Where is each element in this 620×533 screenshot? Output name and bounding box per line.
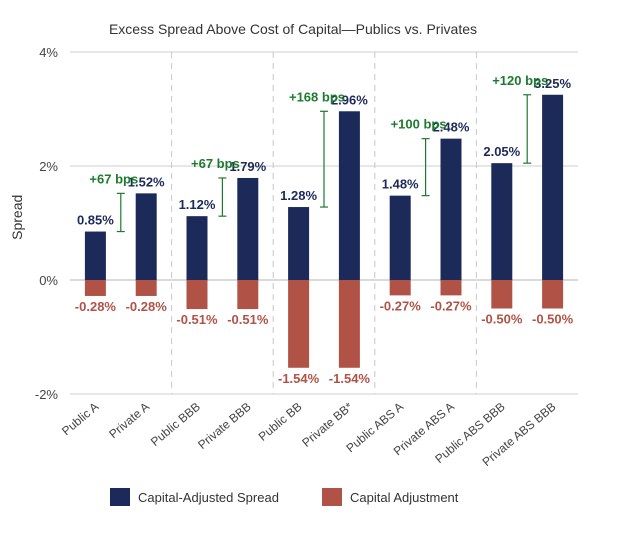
- bars-layer: [84, 94, 564, 368]
- adjustment-data-label: -0.50%: [532, 312, 574, 327]
- x-tick-label: Private BBB: [195, 400, 254, 452]
- y-tick-label: 4%: [39, 45, 58, 60]
- spread-bar: [542, 94, 564, 280]
- spread-bar: [288, 207, 310, 280]
- spread-bar: [84, 231, 106, 280]
- y-axis-label: Spread: [9, 195, 25, 240]
- adjustment-bar: [338, 280, 360, 368]
- labels-layer: 0.85% -0.28% 1.52% -0.28% 1.12% -0.51% 1.79% -0…: [75, 73, 574, 386]
- spread-bar: [338, 111, 360, 280]
- adjustment-data-label: -1.54%: [278, 371, 320, 386]
- adjustment-data-label: -0.51%: [227, 312, 269, 327]
- adjustment-data-label: -0.28%: [126, 299, 168, 314]
- y-tick-label: 2%: [39, 159, 58, 174]
- spread-data-label: 1.79%: [229, 159, 266, 174]
- adjustment-data-label: -0.51%: [176, 312, 218, 327]
- spread-data-label: 1.28%: [280, 188, 317, 203]
- y-tick-label: -2%: [35, 387, 59, 402]
- spread-data-label: 1.48%: [382, 177, 419, 192]
- adjustment-data-label: -0.27%: [430, 298, 472, 313]
- adjustment-bar: [389, 280, 411, 296]
- adjustment-bar: [84, 280, 106, 296]
- adjustment-data-label: -0.50%: [481, 312, 523, 327]
- adjustment-data-label: -0.28%: [75, 299, 117, 314]
- x-tick-label: Public BB: [256, 400, 305, 444]
- x-tick-label: Private A: [106, 400, 152, 442]
- adjustment-bar: [237, 280, 259, 310]
- spread-data-label: 1.12%: [179, 197, 216, 212]
- spread-data-label: 2.48%: [433, 120, 470, 135]
- adjustment-data-label: -0.27%: [380, 298, 422, 313]
- annotation-label: +67 bps: [89, 171, 138, 186]
- x-tick-label: Public A: [59, 400, 101, 439]
- spread-data-label: 0.85%: [77, 213, 114, 228]
- spread-data-label: 1.52%: [128, 174, 165, 189]
- spread-bar: [389, 195, 411, 280]
- adjustment-bar: [135, 280, 157, 296]
- legend: Capital-Adjusted Spread Capital Adjustmen…: [110, 488, 459, 506]
- spread-bar: [186, 216, 208, 280]
- legend-swatch: [322, 488, 342, 506]
- spread-data-label: 2.05%: [483, 144, 520, 159]
- annotation-label: +168 bps: [289, 89, 345, 104]
- annotation-label: +100 bps: [391, 117, 447, 132]
- spread-bar: [440, 138, 462, 280]
- adjustment-bar: [288, 280, 310, 368]
- spread-data-label: 2.96%: [331, 92, 368, 107]
- adjustment-bar: [491, 280, 513, 309]
- adjustment-bar: [542, 280, 564, 309]
- spread-data-label: 3.25%: [534, 76, 571, 91]
- legend-swatch: [110, 488, 130, 506]
- annotation-label: +120 bps: [492, 73, 548, 88]
- adjustment-bar: [186, 280, 208, 310]
- y-tick-label: 0%: [39, 273, 58, 288]
- spread-bar: [237, 177, 259, 280]
- annotation-label: +67 bps: [191, 156, 240, 171]
- legend-label: Capital-Adjusted Spread: [138, 490, 279, 505]
- spread-bar: [135, 193, 157, 280]
- legend-label: Capital Adjustment: [350, 490, 459, 505]
- adjustment-data-label: -1.54%: [329, 371, 371, 386]
- chart-title: Excess Spread Above Cost of Capital—Publ…: [109, 21, 477, 37]
- spread-bar: [491, 163, 513, 280]
- adjustment-bar: [440, 280, 462, 296]
